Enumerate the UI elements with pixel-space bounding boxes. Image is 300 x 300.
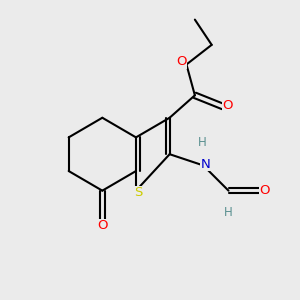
Text: S: S (134, 186, 142, 200)
Text: O: O (259, 184, 270, 197)
Text: H: H (197, 136, 206, 149)
Text: H: H (224, 206, 233, 219)
Text: O: O (223, 99, 233, 112)
Text: O: O (176, 55, 187, 68)
Text: O: O (97, 219, 108, 232)
Text: N: N (201, 158, 210, 170)
